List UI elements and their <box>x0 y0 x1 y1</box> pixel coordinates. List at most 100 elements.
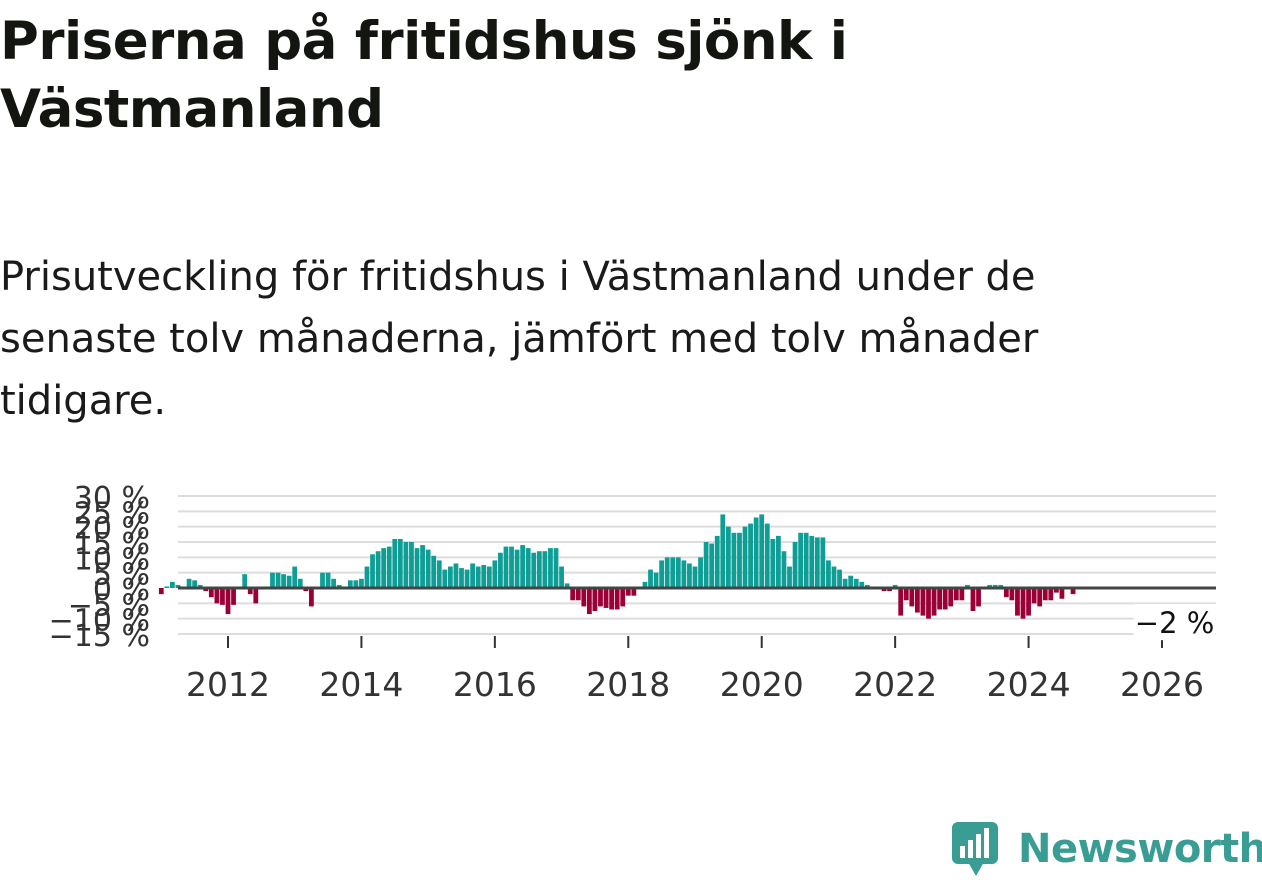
bar <box>531 552 537 588</box>
bar <box>631 588 637 596</box>
bar <box>453 563 459 588</box>
bar <box>503 546 509 588</box>
bar <box>598 588 603 607</box>
y-tick-label: −10 % <box>49 604 150 639</box>
bar <box>425 549 431 588</box>
y-axis: −15 %−10 %−5 %0 %5 %10 %15 %20 %25 %30 % <box>49 481 150 654</box>
bar <box>247 588 253 595</box>
bar <box>1009 588 1015 601</box>
y-tick-label: 20 % <box>74 512 150 547</box>
bar <box>325 572 331 588</box>
bar <box>881 588 887 592</box>
bar <box>286 575 292 588</box>
bar <box>281 574 286 588</box>
bar <box>253 588 259 604</box>
bar <box>764 523 770 588</box>
bar <box>509 546 514 588</box>
bar <box>998 584 1004 588</box>
bar <box>175 584 181 588</box>
x-tick-label: 2014 <box>319 665 403 704</box>
bar <box>370 554 375 588</box>
bar <box>386 546 392 588</box>
chart-subtitle: Prisutveckling för fritidshus i Västmanl… <box>0 254 1039 424</box>
bar <box>892 584 898 588</box>
bar <box>392 538 398 588</box>
bar <box>809 535 815 588</box>
bar <box>409 542 414 588</box>
bar <box>375 551 381 588</box>
bar <box>331 578 337 588</box>
bar <box>798 532 804 588</box>
bar <box>848 575 854 588</box>
bar <box>698 557 703 588</box>
brand-name: Newsworthy <box>1018 826 1262 872</box>
bar <box>303 588 309 592</box>
y-tick-label: 15 % <box>74 527 150 562</box>
bar <box>542 551 548 588</box>
bar <box>803 532 809 588</box>
bar <box>275 572 281 588</box>
bar <box>575 588 581 601</box>
bar <box>837 569 842 588</box>
bar <box>220 588 225 605</box>
bar <box>1053 588 1059 593</box>
bar <box>709 543 715 588</box>
bar <box>887 588 892 592</box>
annotation-background <box>1133 604 1216 641</box>
bar <box>592 588 598 611</box>
y-tick-label: −15 % <box>49 619 150 654</box>
bar <box>781 551 787 588</box>
bar <box>959 588 965 601</box>
bar <box>564 583 570 588</box>
bar <box>586 588 592 615</box>
bar <box>737 532 742 588</box>
bar <box>520 545 526 588</box>
bar <box>948 588 954 607</box>
bar <box>186 578 192 588</box>
bar <box>853 578 859 588</box>
bar <box>720 514 726 588</box>
bar <box>414 548 420 588</box>
bar <box>770 538 776 588</box>
bar <box>942 588 948 610</box>
bar <box>1015 588 1020 616</box>
bar <box>926 588 931 619</box>
y-tick-label: 0 % <box>93 573 150 608</box>
bar <box>898 588 904 616</box>
bar <box>1059 588 1065 599</box>
bar <box>242 574 248 588</box>
bar <box>1042 588 1048 601</box>
x-tick-label: 2012 <box>186 665 270 704</box>
bar <box>548 548 553 588</box>
bar <box>776 535 781 588</box>
bar <box>570 588 576 601</box>
bar <box>842 578 848 588</box>
bar <box>987 584 993 588</box>
bar <box>792 542 798 588</box>
bar <box>364 566 370 588</box>
bar <box>492 560 498 588</box>
bar <box>675 557 681 588</box>
bar <box>353 580 359 588</box>
bar <box>787 566 792 588</box>
bar <box>642 581 648 588</box>
bar <box>225 588 231 615</box>
bar <box>309 588 314 607</box>
bar <box>859 581 865 588</box>
bar <box>203 588 209 592</box>
bar <box>826 560 831 588</box>
bar <box>920 588 926 616</box>
bar <box>436 560 442 588</box>
bar <box>475 566 481 588</box>
bar <box>664 557 670 588</box>
chart-title: Priserna på fritidshus sjönk i Västmanla… <box>0 11 848 140</box>
bar <box>359 578 364 588</box>
bar <box>648 569 653 588</box>
bar-chart-speech-bubble-icon <box>952 822 998 876</box>
bar <box>336 584 342 588</box>
x-tick-label: 2016 <box>453 665 537 704</box>
y-tick-label: 30 % <box>74 481 150 516</box>
y-tick-label: 25 % <box>74 496 150 531</box>
bar <box>470 563 476 588</box>
bar <box>164 586 170 588</box>
